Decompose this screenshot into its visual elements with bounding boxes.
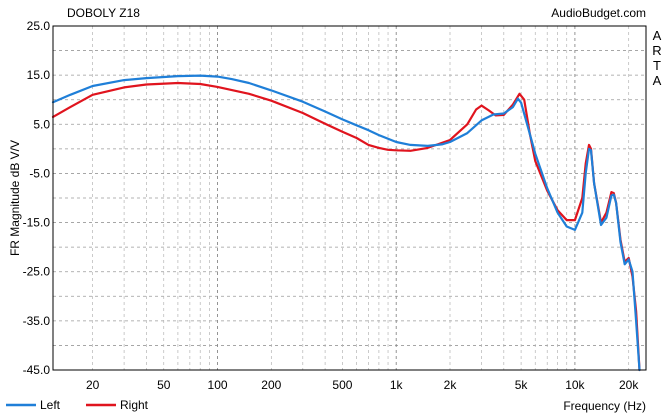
x-tick-label: 10k bbox=[565, 378, 585, 392]
series-lines bbox=[51, 74, 641, 372]
x-tick-label: 2k bbox=[444, 378, 458, 392]
x-tick-label: 50 bbox=[157, 378, 171, 392]
x-axis-label: Frequency (Hz) bbox=[563, 399, 646, 413]
side-letter-1: A bbox=[653, 28, 662, 43]
series-line-left bbox=[51, 74, 641, 372]
series-line-right bbox=[51, 81, 641, 372]
side-letter-2: R bbox=[652, 43, 661, 58]
side-letter-3: T bbox=[653, 58, 661, 73]
y-tick-label: -25.0 bbox=[23, 265, 51, 279]
x-tick-label: 500 bbox=[332, 378, 352, 392]
x-tick-label: 200 bbox=[261, 378, 281, 392]
source-label: AudioBudget.com bbox=[551, 6, 646, 20]
x-tick-label: 1k bbox=[390, 378, 404, 392]
legend: Left Right bbox=[6, 398, 149, 412]
y-tick-label: -15.0 bbox=[23, 216, 51, 230]
x-tick-label: 20 bbox=[86, 378, 100, 392]
y-tick-label: -35.0 bbox=[23, 314, 51, 328]
y-tick-label: -45.0 bbox=[23, 363, 51, 377]
chart-title: DOBOLY Z18 bbox=[67, 6, 140, 20]
x-tick-label: 20k bbox=[619, 378, 639, 392]
x-tick-label: 100 bbox=[208, 378, 228, 392]
y-axis-label: FR Magnitude dB V/V bbox=[8, 140, 22, 256]
grid bbox=[53, 26, 646, 370]
plot-border bbox=[52, 25, 647, 371]
x-tick-label: 5k bbox=[515, 378, 529, 392]
side-letter-4: A bbox=[653, 73, 662, 88]
legend-label-left: Left bbox=[40, 398, 61, 412]
legend-label-right: Right bbox=[120, 398, 149, 412]
y-tick-label: 25.0 bbox=[27, 19, 51, 33]
y-tick-label: -5.0 bbox=[29, 166, 50, 180]
y-tick-label: 15.0 bbox=[27, 68, 51, 82]
y-tick-label: 5.0 bbox=[33, 117, 50, 131]
tick-labels: 25.0 15.0 5.0 -5.0 -15.0 -25.0 -35.0 -45.0 20 50 1… bbox=[23, 19, 640, 392]
